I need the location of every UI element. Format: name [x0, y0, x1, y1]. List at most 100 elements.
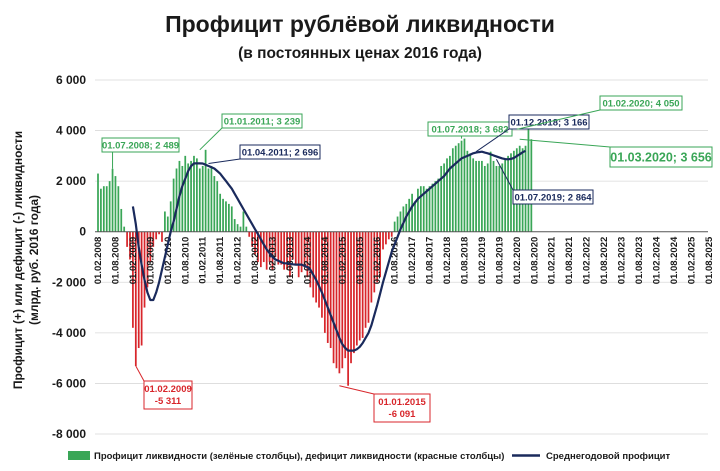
surplus-bar [486, 163, 489, 232]
x-tick-label: 01.08.2020 [529, 237, 540, 285]
annotation-text: 01.07.2008; 2 489 [102, 140, 179, 151]
x-tick-label: 01.08.2012 [250, 237, 261, 285]
annotation-text: 01.01.2015 [378, 397, 426, 408]
annotation: 01.07.2019; 2 864 [496, 159, 594, 205]
y-axis-label: Профицит (+) или дефицит (-) ликвидности… [11, 131, 41, 389]
deficit-bar [379, 231, 381, 278]
deficit-bar [251, 231, 254, 247]
deficit-bar [382, 231, 384, 250]
deficit-bar [376, 231, 379, 283]
y-tick-label: 6 000 [56, 73, 86, 87]
surplus-bar [210, 165, 213, 232]
annotation: 01.07.2008; 2 489 [101, 137, 180, 169]
deficit-bar [257, 231, 259, 263]
y-ticks: 6 000 4 000 2 000 0 -2 000 -4 000 -6 000 -8 000 [52, 73, 86, 441]
deficit-bar [309, 231, 312, 288]
x-tick-label: 01.08.2013 [285, 237, 296, 285]
surplus-bar [425, 188, 428, 232]
surplus-bar [201, 165, 204, 232]
x-tick-label: 01.08.2011 [215, 236, 226, 284]
surplus-bar [507, 155, 509, 232]
surplus-bar [242, 211, 245, 232]
deficit-bar [254, 231, 256, 255]
deficit-bar [341, 231, 344, 369]
annotation: 01.01.2011; 3 239 [199, 113, 303, 151]
deficit-bar [152, 231, 155, 247]
deficit-bar [329, 231, 332, 349]
x-tick-label: 01.02.2015 [337, 236, 348, 284]
x-tick-label: 01.08.2009 [145, 237, 156, 285]
annotation-box [609, 146, 713, 168]
deficit-bar [126, 231, 128, 247]
x-tick-label: 01.02.2008 [93, 237, 104, 285]
annotation: 01.02.2009-5 311 [135, 365, 193, 410]
x-tick-label: 01.02.2014 [302, 236, 313, 284]
surplus-bar [166, 216, 169, 232]
x-tick-label: 01.02.2012 [233, 237, 244, 285]
surplus-bar [105, 186, 108, 232]
deficit-bar [344, 231, 347, 359]
average-line [131, 149, 527, 352]
surplus-bar [399, 211, 402, 232]
deficit-bar [132, 231, 134, 328]
surplus-bar [501, 163, 504, 232]
annotation-box [221, 113, 303, 129]
deficit-bar [358, 231, 361, 341]
annotation-box [599, 95, 683, 111]
x-tick-label: 01.08.2010 [180, 237, 191, 285]
chart-subtitle: (в постоянных ценах 2016 года) [238, 45, 482, 62]
legend-label-bars: Профицит ликвидности (зелёные столбцы), … [94, 451, 504, 462]
surplus-bar [524, 145, 527, 232]
surplus-bar [408, 198, 411, 232]
surplus-bar [219, 193, 222, 232]
y-tick-label: -4 000 [52, 326, 86, 340]
x-tick-label: 01.02.2022 [582, 237, 593, 285]
surplus-bar [230, 206, 233, 232]
deficit-bar [161, 231, 163, 242]
x-tick-label: 01.08.2017 [425, 237, 436, 285]
legend-swatch-bars [68, 451, 90, 460]
surplus-bar [204, 149, 207, 232]
x-tick-label: 01.02.2010 [163, 237, 174, 285]
surplus-bar [190, 160, 192, 232]
surplus-bar [164, 211, 166, 232]
annotation-text: 01.02.2020; 4 050 [602, 98, 679, 109]
deficit-bar [323, 231, 326, 333]
surplus-bar [469, 153, 472, 232]
surplus-bar [518, 145, 521, 232]
deficit-bar [390, 231, 393, 237]
x-tick-label: 01.02.2021 [547, 236, 558, 284]
y-tick-label: -6 000 [52, 376, 86, 390]
surplus-bar [431, 183, 434, 232]
annotation-box [373, 393, 431, 423]
deficit-bar [315, 231, 317, 303]
surplus-bar [216, 181, 219, 232]
annotation: 01.02.2020; 4 050 [516, 95, 683, 130]
deficit-bar [289, 231, 291, 278]
deficit-bar [318, 231, 320, 308]
annotation-text: 01.07.2019; 2 864 [514, 192, 592, 203]
deficit-bar [140, 231, 143, 346]
x-tick-label: 01.02.2020 [512, 237, 523, 285]
surplus-bar [196, 158, 198, 232]
surplus-bar [114, 176, 117, 232]
deficit-bar [248, 231, 251, 237]
surplus-bar [245, 226, 248, 232]
x-tick-label: 01.08.2018 [459, 237, 470, 285]
surplus-bar [454, 145, 457, 232]
deficit-bar [332, 231, 335, 364]
deficit-bar [353, 231, 355, 354]
annotation-leader [496, 159, 514, 191]
surplus-bar [446, 158, 448, 232]
annotation-text: 01.12.2018; 3 166 [510, 117, 587, 128]
annotation-text: 01.07.2018; 3 682 [431, 124, 508, 135]
surplus-bar [428, 186, 431, 232]
surplus-bar [419, 186, 422, 232]
deficit-bar [294, 231, 297, 265]
legend: Профицит ликвидности (зелёные столбцы), … [68, 451, 671, 462]
annotation-box [512, 189, 594, 205]
surplus-bar [504, 158, 507, 232]
deficit-bar [277, 231, 280, 265]
deficit-bar [364, 231, 367, 328]
x-tick-label: 01.08.2014 [320, 236, 331, 284]
